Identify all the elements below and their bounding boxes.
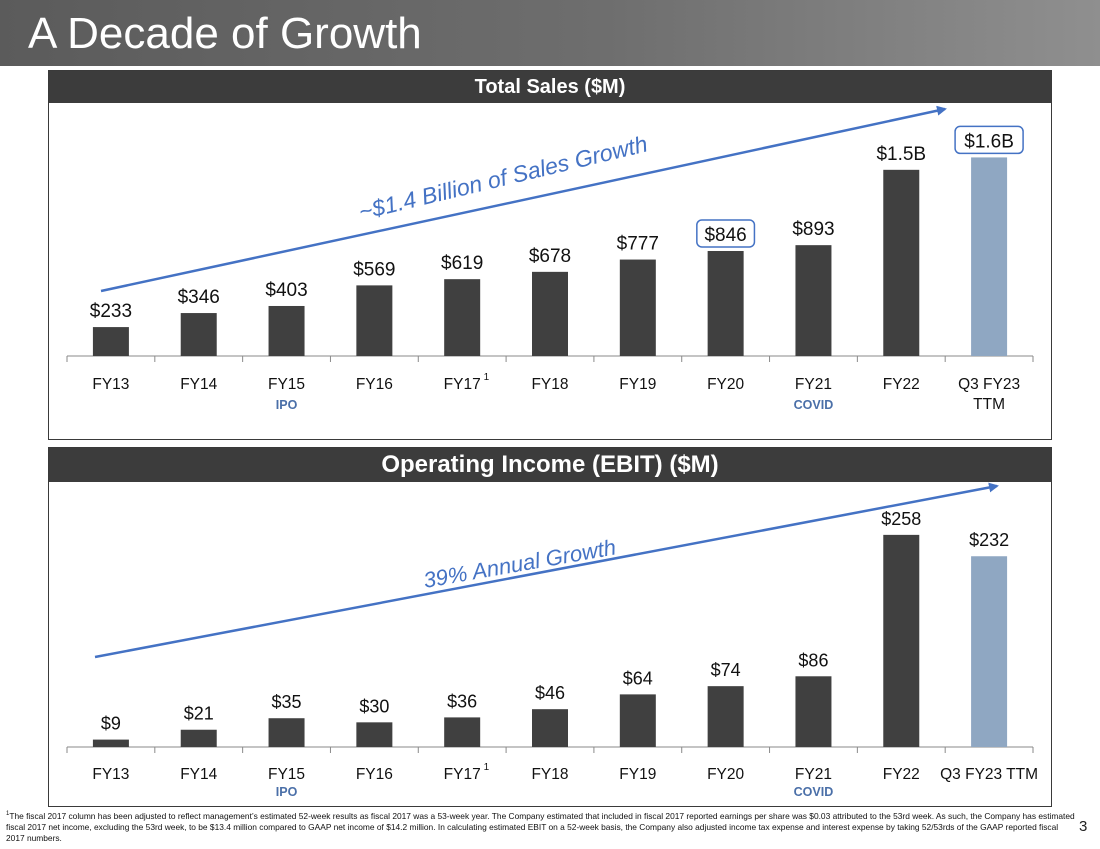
data-label: $9 (101, 714, 121, 734)
data-label: $86 (798, 650, 828, 670)
data-label-box (954, 125, 1024, 155)
bar-fy22 (883, 169, 920, 356)
growth-annotation: ~$1.4 Billion of Sales Growth (356, 130, 650, 224)
data-label: $846 (704, 225, 746, 246)
bar-fy22 (883, 534, 920, 747)
category-tag: COVID (794, 785, 834, 799)
category-label: FY13 (92, 766, 129, 783)
category-label: FY17 (444, 766, 481, 783)
data-label: $233 (90, 301, 132, 322)
bar-fy13 (92, 739, 129, 747)
ebit-chart-panel: Operating Income (EBIT) ($M) $9 FY13 $21 FY… (48, 447, 1052, 807)
data-label: $232 (969, 530, 1009, 550)
bar-fy15 (268, 305, 305, 356)
growth-arrow (100, 105, 947, 293)
category-tag: COVID (794, 398, 834, 412)
bar-fy17 (444, 717, 481, 747)
category-label: FY18 (531, 766, 568, 783)
category-label: FY21 (795, 376, 832, 393)
data-label: $35 (272, 692, 302, 712)
title-bar: A Decade of Growth (0, 0, 1100, 66)
bar-q3-fy23 (971, 157, 1008, 356)
category-label: FY22 (883, 376, 920, 393)
category-label: FY14 (180, 766, 217, 783)
sales-chart: $233 FY13 $346 FY14 $403 FY15 IPO $569 FY16 $619 F… (66, 105, 1034, 413)
category-label: FY13 (92, 376, 129, 393)
ebit-chart-title: Operating Income (EBIT) ($M) (49, 448, 1051, 482)
data-label: $893 (792, 219, 834, 240)
category-label: FY14 (180, 376, 217, 393)
bar-fy16 (356, 722, 393, 747)
bar-fy19 (619, 694, 656, 747)
ebit-chart: $9 FY13 $21 FY14 $35 FY15 IPO $30 FY16 $36 FY17 1 $4… (66, 482, 1038, 799)
category-label: Q3 FY23 TTM (940, 766, 1038, 783)
bar-fy21 (795, 676, 832, 747)
bar-fy14 (180, 313, 217, 356)
bar-fy16 (356, 285, 393, 356)
footnote-marker: 1 (6, 811, 10, 817)
bar-fy13 (92, 327, 129, 356)
footnote-text: The fiscal 2017 column has been adjusted… (6, 810, 1075, 843)
page-number: 3 (1079, 818, 1088, 835)
data-label: $678 (529, 246, 571, 267)
category-label: FY18 (531, 376, 568, 393)
category-label: FY21 (795, 766, 832, 783)
bar-fy21 (795, 245, 832, 356)
category-label: FY20 (707, 376, 744, 393)
growth-arrow (94, 482, 999, 659)
data-label: $346 (178, 287, 220, 308)
data-label: $777 (617, 234, 659, 255)
category-label-line2: TTM (973, 396, 1005, 413)
sales-chart-title: Total Sales ($M) (49, 71, 1051, 103)
category-label: FY15 (268, 766, 305, 783)
data-label: $258 (881, 509, 921, 529)
category-superscript: 1 (484, 372, 490, 383)
data-label: $64 (623, 668, 653, 688)
bar-fy19 (619, 259, 656, 356)
data-label: $21 (184, 704, 214, 724)
category-label: Q3 FY23 (958, 376, 1020, 393)
bar-fy14 (180, 729, 217, 747)
category-label: FY15 (268, 376, 305, 393)
data-label: $403 (265, 280, 307, 301)
page-title: A Decade of Growth (28, 9, 422, 58)
data-label-box (696, 219, 756, 248)
category-superscript: 1 (484, 762, 490, 773)
category-label: FY16 (356, 766, 393, 783)
bar-fy17 (444, 279, 481, 356)
category-label: FY19 (619, 766, 656, 783)
data-label: $1.6B (964, 131, 1014, 152)
category-tag: IPO (276, 398, 298, 412)
data-label: $36 (447, 691, 477, 711)
bar-fy20 (707, 686, 744, 747)
data-label: $46 (535, 683, 565, 703)
bar-fy20 (707, 250, 744, 356)
data-label: $569 (353, 259, 395, 280)
category-tag: IPO (276, 785, 298, 799)
category-label: FY20 (707, 766, 744, 783)
bar-fy18 (532, 709, 568, 747)
growth-annotation: 39% Annual Growth (422, 534, 618, 592)
data-label: $30 (359, 696, 389, 716)
footnote: 1The fiscal 2017 column has been adjuste… (6, 809, 1076, 844)
data-label: $74 (711, 660, 741, 680)
category-label: FY17 (444, 376, 481, 393)
bar-fy18 (532, 271, 568, 356)
category-label: FY19 (619, 376, 656, 393)
bar-q3-fy23-ttm (971, 556, 1008, 747)
category-label: FY16 (356, 376, 393, 393)
data-label: $619 (441, 253, 483, 274)
sales-chart-panel: Total Sales ($M) $233 FY13 $346 FY14 $403 FY1… (48, 70, 1052, 440)
category-label: FY22 (883, 766, 920, 783)
data-label: $1.5B (876, 144, 926, 165)
bar-fy15 (268, 718, 305, 747)
